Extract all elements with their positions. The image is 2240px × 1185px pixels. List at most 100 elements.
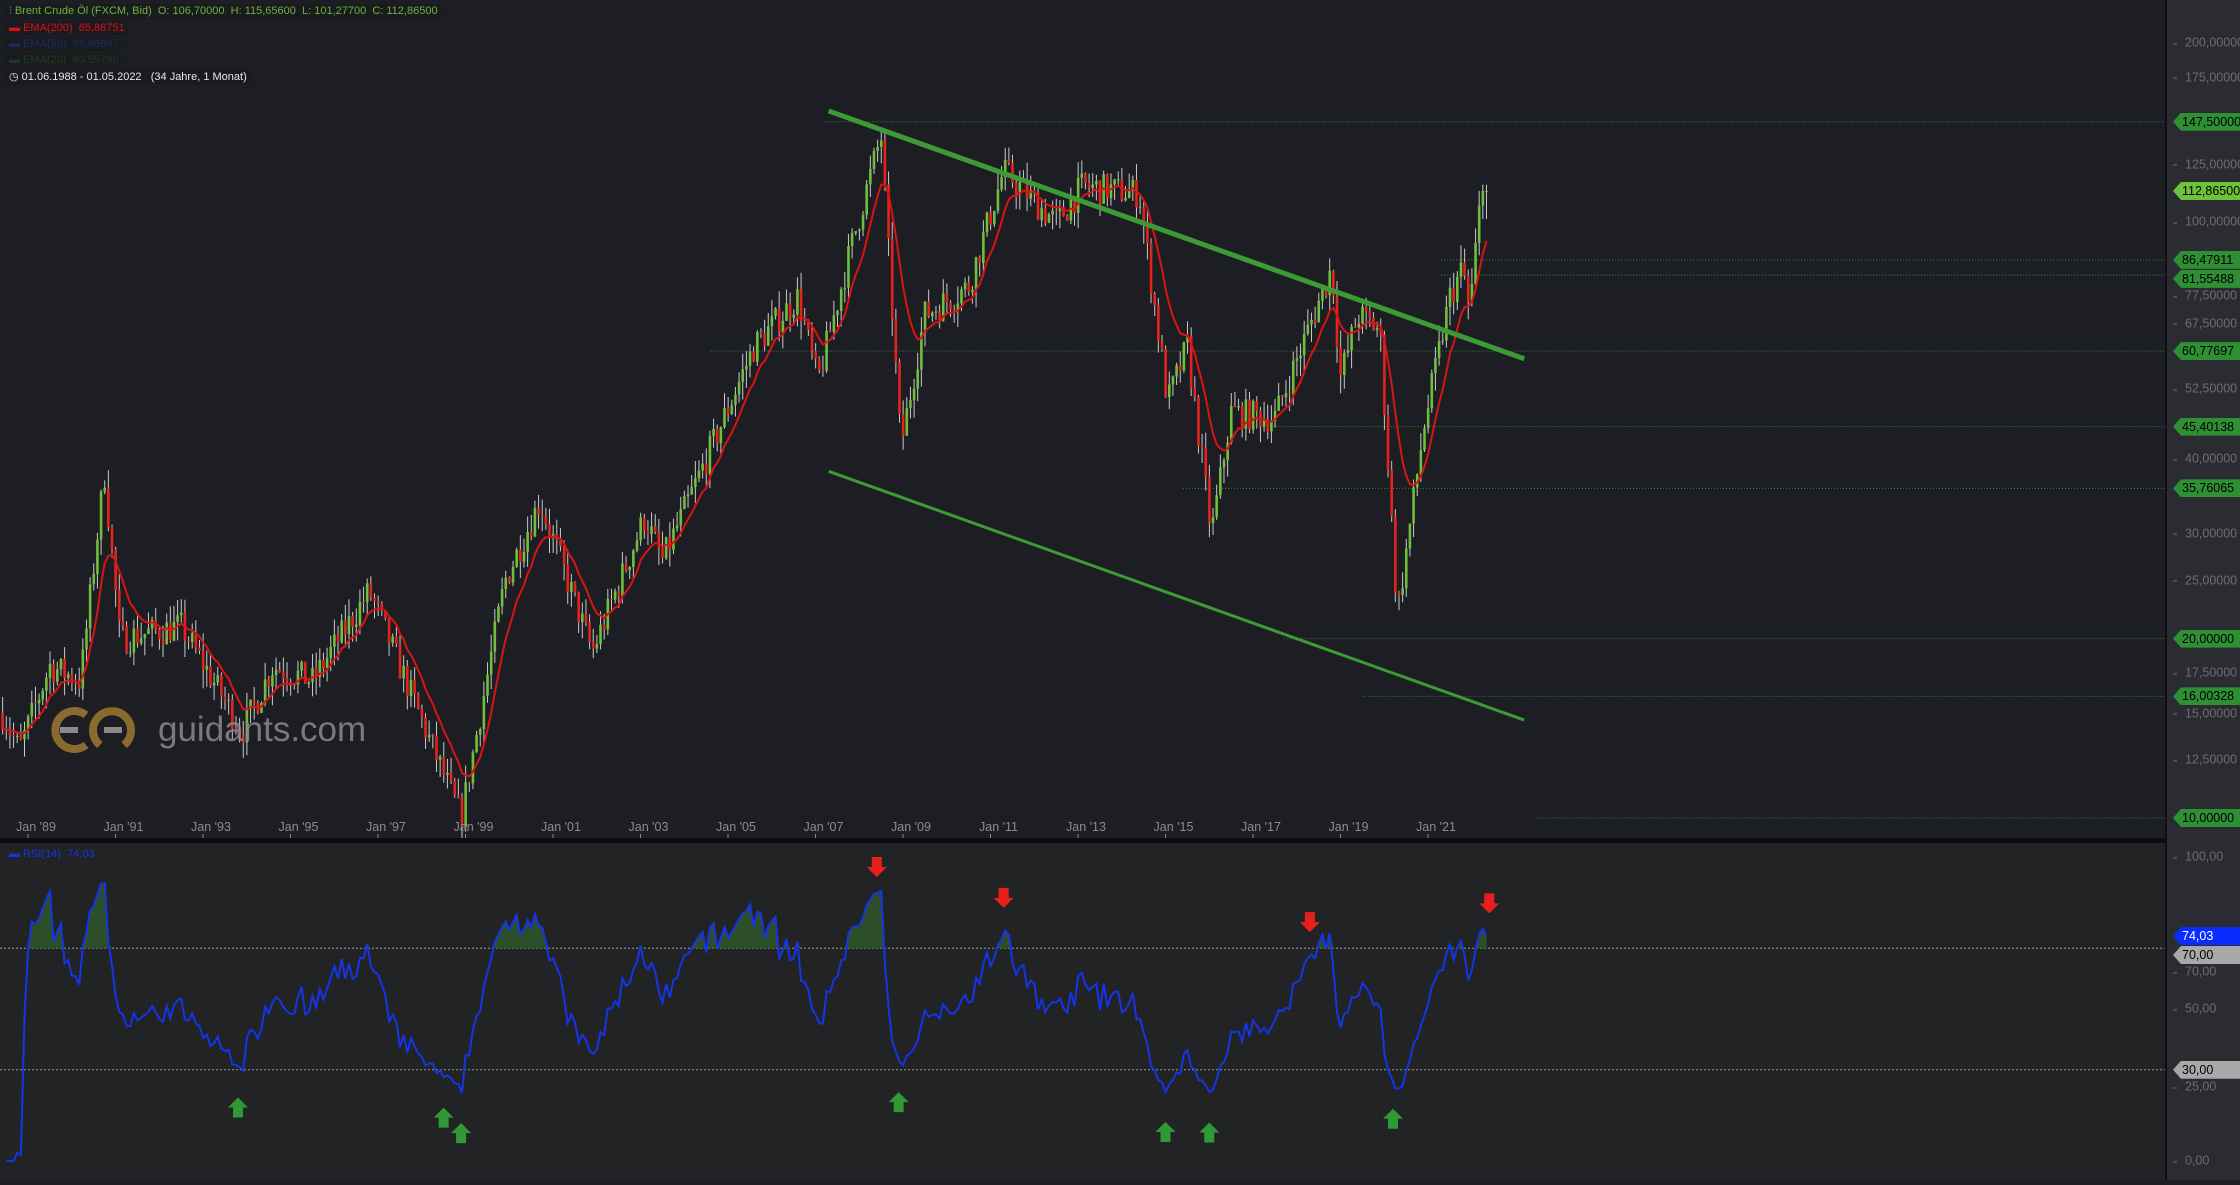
candle-body: [581, 613, 584, 623]
candle-body: [1306, 324, 1310, 334]
ema50-legend[interactable]: ▬ EMA(50) 69,68697: [6, 37, 122, 51]
candle-body: [216, 675, 220, 683]
candle-body: [745, 365, 748, 370]
price-chart-canvas[interactable]: [0, 0, 2165, 845]
candle-body: [872, 150, 876, 169]
candle-body: [792, 314, 796, 318]
candle-body: [1084, 173, 1087, 183]
price-level-tag: 147,50000: [2173, 112, 2240, 131]
time-axis-label: Jan '07: [803, 820, 844, 834]
candle-body: [1164, 349, 1167, 398]
candle-body: [526, 532, 529, 553]
rsi-legend[interactable]: ▬ RSI(14) 74,03: [6, 847, 98, 861]
buy-arrow-icon: [1383, 1108, 1403, 1129]
candle-body: [1361, 306, 1364, 324]
candle-body: [912, 388, 916, 401]
candle-body: [482, 695, 486, 730]
candle-body: [635, 540, 639, 551]
candle-body: [1244, 399, 1248, 429]
ema200-legend[interactable]: ▬ EMA(200) 65,86751: [6, 21, 128, 35]
candle-body: [1109, 184, 1113, 199]
candle-body: [927, 301, 930, 317]
candle-body: [1200, 445, 1204, 448]
candle-body: [1456, 276, 1459, 303]
candle-body: [125, 625, 128, 653]
candle-body: [672, 528, 675, 550]
candle-body: [1430, 373, 1434, 409]
buy-arrow-icon: [888, 1092, 909, 1113]
candle-body: [686, 494, 690, 497]
candle-body: [613, 591, 617, 600]
rsi-pane[interactable]: ▬ RSI(14) 74,03: [0, 843, 2165, 1180]
candle-body: [785, 303, 788, 321]
candle-body: [318, 659, 322, 677]
time-axis-label: Jan '91: [103, 820, 144, 834]
candle-body: [296, 670, 300, 685]
price-chart-pane[interactable]: ⫶ Brent Crude Öl (FXCM, Bid) O: 106,7000…: [0, 0, 2165, 845]
candle-body: [344, 620, 347, 634]
candle-body: [1237, 406, 1240, 408]
candle-body: [544, 516, 548, 525]
candle-body: [1277, 395, 1280, 411]
candle-body: [41, 690, 45, 700]
candle-body: [1255, 401, 1259, 412]
candle-body: [624, 563, 628, 571]
candle-body: [252, 699, 256, 703]
candle-body: [373, 597, 376, 602]
sell-arrow-icon: [1299, 912, 1320, 933]
watermark-text: guidants.com: [158, 710, 367, 749]
pane-separator[interactable]: [0, 838, 2240, 843]
candle-body: [1138, 207, 1142, 209]
price-axis[interactable]: 200,00000 175,00000 125,00000 100,00000 77,5…: [2165, 0, 2240, 1180]
candle-body: [187, 640, 190, 642]
candle-body: [723, 407, 726, 428]
candle-body: [282, 671, 285, 679]
price-axis-label: 0,00: [2172, 1153, 2210, 1168]
candle-body: [271, 675, 274, 687]
clock-icon: ◷: [9, 71, 19, 83]
candle-body: [621, 563, 624, 597]
candle-body: [1219, 467, 1222, 496]
candle-body: [497, 606, 500, 622]
candle-body: [756, 332, 759, 362]
time-axis-label: Jan '05: [716, 820, 756, 834]
candle-body: [949, 302, 952, 310]
candle-body: [610, 598, 613, 600]
candle-body: [1321, 287, 1324, 301]
candle-body: [354, 624, 358, 627]
candle-body: [679, 508, 683, 526]
candle-body: [1091, 184, 1095, 188]
candle-body: [387, 618, 391, 643]
candle-body: [1248, 399, 1251, 430]
candle-body: [1025, 179, 1029, 199]
candle-body: [632, 550, 635, 567]
candle-body: [971, 289, 974, 293]
price-axis-label: 100,00000: [2172, 215, 2240, 230]
candle-body: [1408, 523, 1412, 549]
candle-body: [843, 287, 847, 290]
candle-body: [1149, 243, 1153, 294]
candle-body: [642, 517, 646, 531]
instrument-legend[interactable]: ⫶ Brent Crude Öl (FXCM, Bid) O: 106,7000…: [6, 4, 441, 19]
ema50-swatch-icon: ▬: [9, 38, 20, 50]
candle-body: [198, 647, 201, 651]
candle-body: [1131, 179, 1135, 190]
ema20-label: EMA(20): [23, 54, 67, 66]
candle-body: [1018, 182, 1022, 195]
ema20-legend[interactable]: ▬ EMA(20) 80,59796: [6, 53, 122, 67]
candle-body: [70, 674, 74, 684]
candle-body: [807, 322, 810, 330]
candle-body: [777, 308, 781, 333]
candle-body: [446, 772, 449, 775]
candle-body: [245, 708, 249, 743]
candle-body: [982, 232, 985, 264]
candle-body: [1313, 319, 1317, 323]
candle-body: [1394, 516, 1397, 593]
candle-body: [861, 214, 865, 230]
candle-body: [595, 643, 599, 649]
rsi-chart-canvas[interactable]: [0, 843, 2165, 1180]
candle-body: [1350, 326, 1353, 351]
candle-body: [533, 508, 537, 537]
date-range[interactable]: ◷ 01.06.1988 - 01.05.2022 (34 Jahre, 1 M…: [6, 69, 250, 84]
price-axis-label: 100,00: [2172, 849, 2224, 864]
